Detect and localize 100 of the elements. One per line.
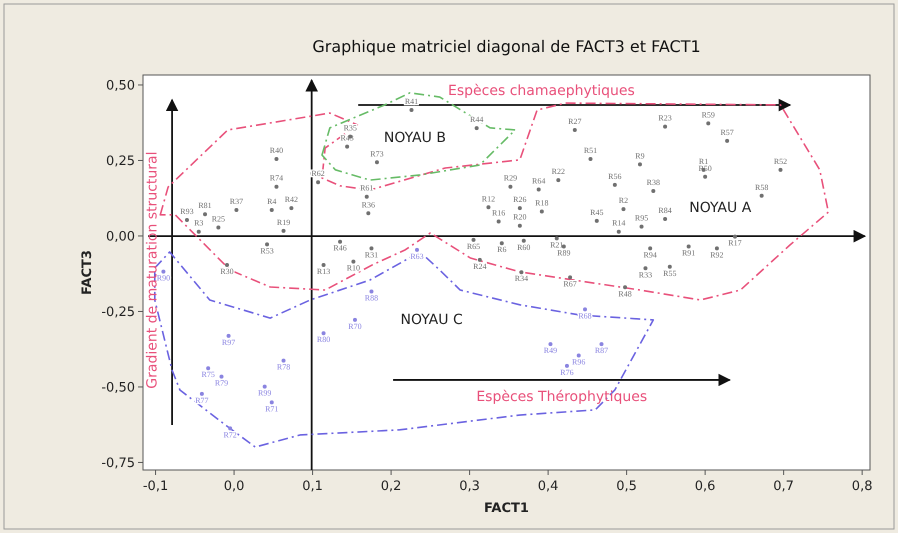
data-label: R40: [270, 146, 284, 155]
point: [200, 392, 204, 396]
annotation: Espèces Thérophytiques: [476, 389, 648, 406]
data-label: R14: [612, 218, 626, 228]
data-label: R31: [364, 250, 378, 260]
data-label: R46: [333, 244, 347, 253]
point: [262, 384, 267, 389]
data-label: R29: [504, 174, 518, 183]
data-label: R9: [635, 151, 645, 160]
x-tick-label: 0,2: [380, 479, 402, 494]
x-tick-label: 0,6: [694, 479, 716, 494]
data-label: R93: [180, 206, 194, 216]
data-label: R75: [201, 370, 215, 380]
data-label: R70: [348, 322, 362, 331]
x-tick-label: 0,1: [302, 479, 323, 494]
data-label: R4: [267, 196, 276, 206]
y-axis-title: FACT3: [80, 250, 95, 295]
point: [228, 426, 232, 430]
x-tick-label: 0,0: [224, 479, 244, 494]
data-label: R49: [544, 346, 558, 356]
data-label: R26: [513, 195, 527, 204]
data-label: R57: [720, 128, 734, 137]
data-label: R27: [568, 116, 582, 126]
data-label: R41: [404, 97, 418, 106]
point: [583, 307, 588, 312]
point: [226, 334, 231, 338]
data-label: R59: [702, 110, 715, 120]
data-label: R13: [316, 266, 330, 276]
data-label: R38: [646, 178, 660, 187]
data-label: R90: [156, 274, 170, 283]
y-tick-label: 0,00: [106, 230, 135, 245]
x-axis-title: FACT1: [484, 501, 529, 516]
data-label: R30: [220, 266, 234, 276]
data-label: R72: [223, 430, 237, 440]
x-tick-label: -0,1: [142, 479, 168, 494]
data-label: R10: [346, 264, 360, 273]
data-label: R88: [364, 294, 378, 303]
data-label: R20: [513, 212, 527, 222]
data-label: R91: [682, 248, 696, 258]
data-label: R19: [276, 218, 290, 227]
data-label: R37: [230, 196, 244, 206]
point: [369, 290, 374, 294]
data-label: R35: [344, 124, 357, 133]
data-label: R81: [198, 201, 212, 210]
data-label: R45: [590, 208, 604, 217]
data-label: R24: [473, 262, 486, 271]
annotation: Espèces chamaephytiques: [448, 82, 635, 99]
y-tick-label: -0,75: [101, 456, 135, 471]
data-label: R21: [550, 240, 564, 250]
data-label: R89: [557, 248, 570, 258]
data-label: R22: [552, 167, 565, 176]
point: [161, 270, 166, 274]
data-label: R94: [644, 250, 657, 260]
data-label: R18: [535, 198, 548, 208]
data-label: R36: [362, 200, 375, 210]
data-label: R78: [276, 362, 290, 372]
data-label: R53: [260, 246, 274, 256]
data-label: R92: [710, 250, 724, 260]
data-label: R51: [584, 146, 598, 155]
point: [415, 248, 419, 252]
data-label: R74: [270, 174, 284, 183]
data-label: R67: [563, 279, 577, 288]
y-tick-label: -0,50: [101, 380, 135, 396]
data-label: R68: [578, 311, 592, 320]
data-label: R33: [638, 270, 652, 280]
data-label: R23: [658, 114, 672, 123]
point: [220, 374, 224, 379]
y-tick-label: -0,25: [101, 305, 135, 320]
point: [576, 354, 581, 358]
annotation: NOYAU A: [689, 200, 752, 216]
data-label: R71: [265, 404, 278, 414]
data-label: R6: [497, 245, 506, 254]
x-tick-label: 0,4: [538, 479, 558, 494]
data-label: R95: [634, 214, 648, 223]
point: [352, 318, 357, 322]
data-label: R16: [492, 208, 506, 218]
y-tick-label: 0,25: [106, 154, 135, 170]
data-label: R52: [774, 156, 788, 166]
x-tick-label: 0,3: [459, 479, 480, 494]
annotation: NOYAU C: [400, 312, 463, 328]
point: [282, 358, 286, 363]
data-label: R97: [222, 338, 236, 347]
data-label: R79: [214, 378, 228, 388]
data-label: R77: [195, 396, 209, 405]
data-label: R34: [514, 274, 528, 284]
data-label: R96: [572, 358, 586, 367]
data-label: R60: [517, 242, 530, 252]
data-label: R84: [658, 206, 672, 216]
annotation: NOYAU B: [384, 130, 446, 146]
x-tick-label: 0,5: [616, 479, 637, 494]
data-label: R3: [194, 218, 204, 228]
data-label: R1: [698, 156, 708, 166]
point: [270, 400, 274, 404]
data-label: R87: [594, 346, 608, 356]
x-tick-label: 0,7: [773, 479, 794, 494]
data-label: R12: [482, 194, 496, 204]
data-label: R56: [608, 172, 622, 181]
data-label: R73: [370, 149, 384, 158]
point: [548, 342, 552, 346]
data-label: R99: [258, 388, 272, 398]
